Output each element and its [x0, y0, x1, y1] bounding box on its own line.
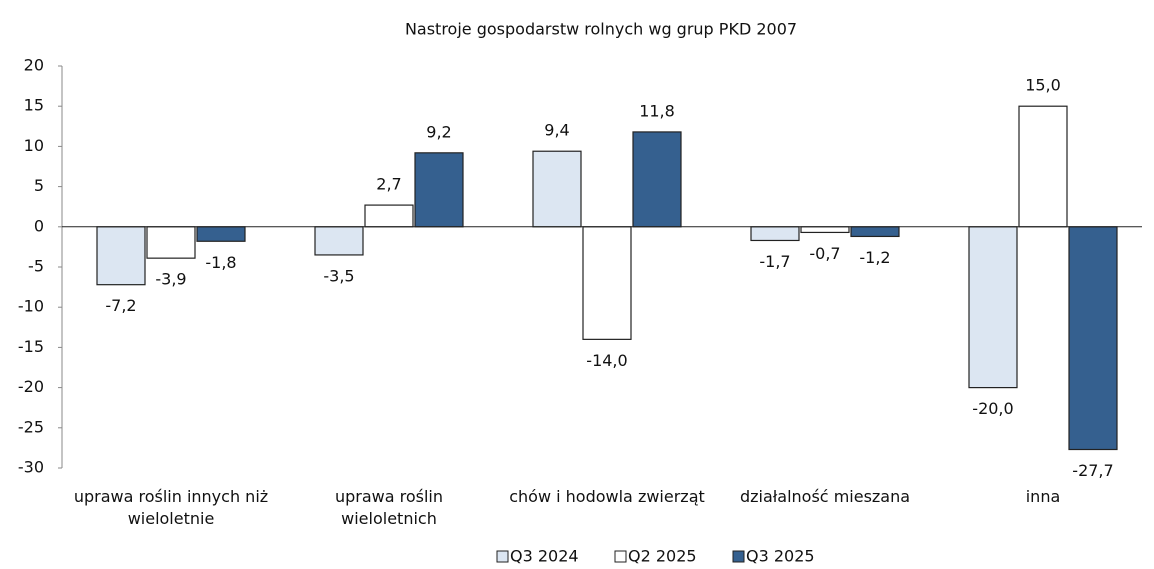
- y-tick-label: -15: [18, 337, 44, 356]
- y-tick-label: -5: [28, 257, 44, 276]
- bar: [196, 226, 246, 242]
- y-tick-label: 15: [24, 96, 44, 115]
- bar: [414, 152, 464, 228]
- y-tick-label: 10: [24, 136, 44, 155]
- y-tick-label: -30: [18, 458, 44, 477]
- x-tick-label: działalność mieszana: [739, 487, 911, 506]
- legend-label: Q3 2024: [510, 547, 579, 566]
- legend-label: Q3 2025: [746, 547, 815, 566]
- y-tick-label: 5: [34, 176, 44, 195]
- bar: [632, 131, 682, 228]
- value-label: -7,2: [105, 296, 136, 315]
- value-label: -1,7: [759, 252, 790, 271]
- bar: [850, 226, 900, 238]
- y-tick-label: -20: [18, 377, 44, 396]
- legend-swatch: [614, 550, 627, 563]
- value-label: 15,0: [1025, 76, 1061, 95]
- value-label: -20,0: [972, 399, 1013, 418]
- value-label: 11,8: [639, 101, 675, 120]
- x-tick-label: uprawa roślin innych niż wieloletnie: [73, 487, 269, 528]
- bar: [968, 226, 1018, 389]
- value-label: 9,4: [544, 121, 569, 140]
- bar: [582, 226, 632, 340]
- value-label: -1,2: [859, 248, 890, 267]
- bar: [1018, 105, 1068, 228]
- bar: [364, 204, 414, 228]
- value-label: -3,5: [323, 266, 354, 285]
- bar: [314, 226, 364, 256]
- value-label: -14,0: [586, 351, 627, 370]
- x-tick-label: chów i hodowla zwierząt: [509, 487, 705, 506]
- x-tick-label: uprawa roślin wieloletnich: [334, 487, 444, 528]
- y-tick-label: -25: [18, 417, 44, 436]
- chart-title: Nastroje gospodarstw rolnych wg grup PKD…: [405, 20, 797, 39]
- legend-label: Q2 2025: [628, 547, 697, 566]
- value-label: -0,7: [809, 244, 840, 263]
- y-tick-label: -10: [18, 297, 44, 316]
- legend-swatch: [496, 550, 509, 563]
- value-label: 9,2: [426, 122, 451, 141]
- legend-swatch: [732, 550, 745, 563]
- value-label: 2,7: [376, 175, 401, 194]
- bar: [750, 226, 800, 242]
- y-tick-label: 0: [34, 216, 44, 235]
- bar: [96, 226, 146, 286]
- bar: [146, 226, 196, 259]
- y-tick-label: 20: [24, 56, 44, 75]
- bar: [800, 226, 850, 234]
- value-label: -27,7: [1072, 461, 1113, 480]
- bar: [532, 150, 582, 228]
- x-tick-label: inna: [1025, 487, 1061, 506]
- value-label: -1,8: [205, 253, 236, 272]
- bar: [1068, 226, 1118, 451]
- value-label: -3,9: [155, 270, 186, 289]
